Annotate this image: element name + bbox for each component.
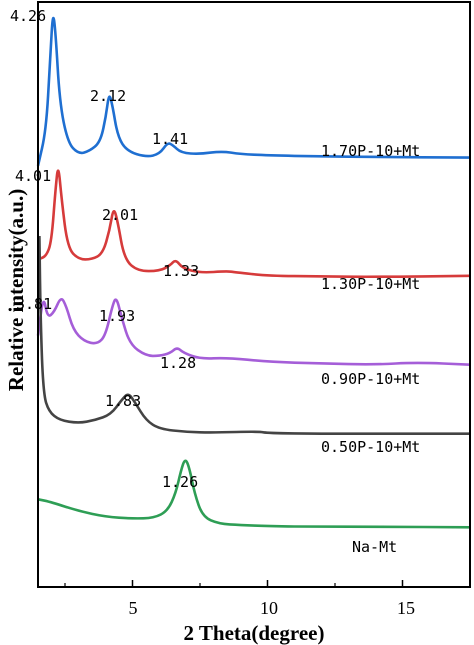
series-curves	[36, 16, 471, 529]
plot-frame	[37, 1, 471, 588]
x-tick-label-5: 5	[129, 598, 138, 618]
peak-label-1.93: 1.93	[99, 307, 135, 325]
peak-label-4.26: 4.26	[10, 7, 46, 25]
series-line-0	[36, 16, 471, 167]
y-axis-label: Relative intensity(a.u.)	[4, 189, 28, 391]
peak-label-1.26: 1.26	[162, 473, 198, 491]
x-tick-label-15: 15	[397, 598, 415, 618]
peak-label-2.01: 2.01	[102, 206, 138, 224]
curve-label-0.90P: 0.90P-10+Mt	[321, 370, 420, 388]
series-line-4	[37, 459, 471, 529]
curve-label-na-mt: Na-Mt	[352, 538, 397, 556]
peak-label-2.12: 2.12	[90, 87, 126, 105]
curve-label-1.30P: 1.30P-10+Mt	[321, 275, 420, 293]
peak-label-1.41: 1.41	[152, 130, 188, 148]
peak-label-3.81: 3.81	[16, 295, 52, 313]
peak-label-4.01: 4.01	[15, 167, 51, 185]
x-axis-label: 2 Theta(degree)	[184, 621, 325, 645]
peak-label-1.33: 1.33	[163, 262, 199, 280]
peak-label-1.83: 1.83	[105, 392, 141, 410]
curve-label-0.50P: 0.50P-10+Mt	[321, 438, 420, 456]
series-line-3	[38, 235, 470, 436]
x-ticks	[64, 580, 471, 587]
peak-label-1.28: 1.28	[160, 354, 196, 372]
series-line-1	[37, 169, 471, 279]
curve-label-1.70P: 1.70P-10+Mt	[321, 142, 420, 160]
x-tick-label-10: 10	[260, 598, 278, 618]
series-line-2	[36, 298, 471, 366]
